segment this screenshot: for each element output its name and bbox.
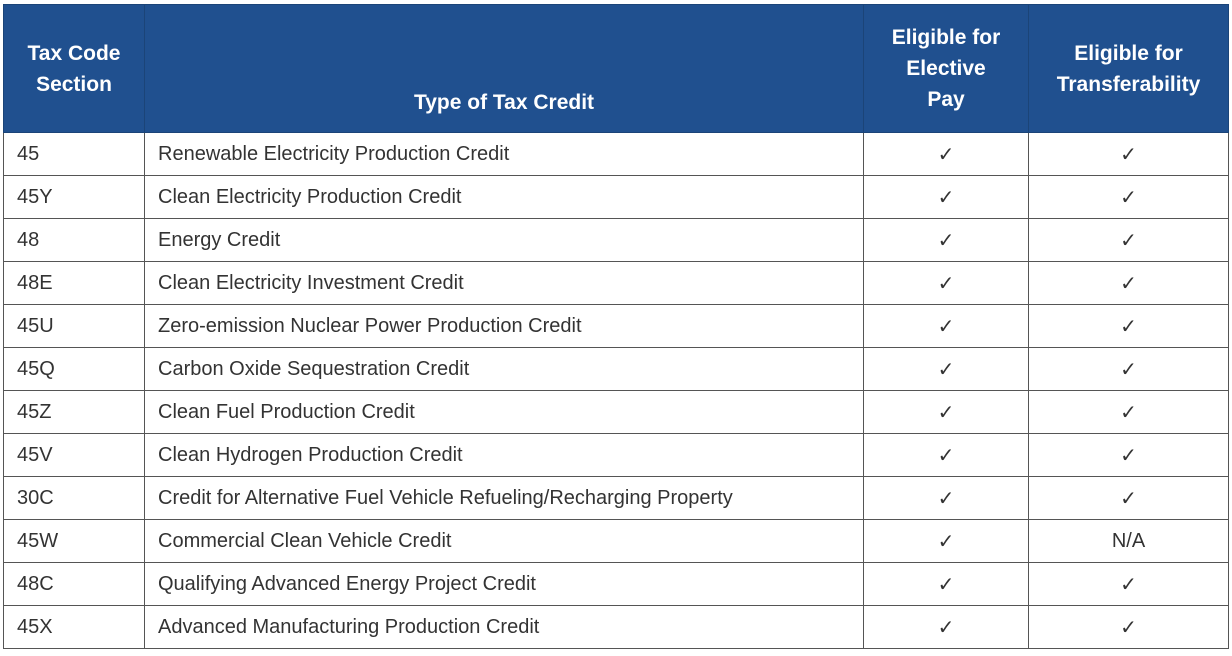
header-line: Type of Tax Credit: [413, 91, 595, 114]
transferability-cell: ✓: [1028, 433, 1229, 477]
elective-pay-cell: ✓: [863, 132, 1029, 176]
table-body: 45 Renewable Electricity Production Credi…: [3, 132, 1229, 649]
table-row: 48E Clean Electricity Investment Credit ✓ ✓: [3, 261, 1229, 305]
tax-code-cell: 48E: [3, 261, 145, 305]
header-line: Eligible for: [891, 26, 1001, 49]
tax-code-cell: 45Q: [3, 347, 145, 391]
elective-pay-cell: ✓: [863, 562, 1029, 606]
tax-code-cell: 48C: [3, 562, 145, 606]
credit-type-cell: Renewable Electricity Production Credit: [144, 132, 864, 176]
tax-code-cell: 45V: [3, 433, 145, 477]
tax-code-cell: 45X: [3, 605, 145, 649]
tax-credit-table-container: Tax Code Section Type of Tax Credit Elig…: [3, 4, 1229, 649]
tax-code-cell: 45Z: [3, 390, 145, 434]
table-row: 48 Energy Credit ✓ ✓: [3, 218, 1229, 262]
tax-code-cell: 30C: [3, 476, 145, 520]
elective-pay-cell: ✓: [863, 433, 1029, 477]
transferability-cell: ✓: [1028, 132, 1229, 176]
table-row: 45W Commercial Clean Vehicle Credit ✓ N/A: [3, 519, 1229, 563]
transferability-cell: ✓: [1028, 347, 1229, 391]
transferability-cell: ✓: [1028, 390, 1229, 434]
header-line: Eligible for: [1074, 41, 1183, 65]
elective-pay-cell: ✓: [863, 218, 1029, 262]
transferability-cell: N/A: [1028, 519, 1229, 563]
header-line: Transferability: [1056, 72, 1201, 96]
table-row: 45V Clean Hydrogen Production Credit ✓ ✓: [3, 433, 1229, 477]
table-row: 48C Qualifying Advanced Energy Project Cr…: [3, 562, 1229, 606]
elective-pay-cell: ✓: [863, 605, 1029, 649]
tax-code-cell: 45Y: [3, 175, 145, 219]
header-line: Pay: [927, 88, 965, 111]
table-row: 45Z Clean Fuel Production Credit ✓ ✓: [3, 390, 1229, 434]
credit-type-cell: Clean Electricity Investment Credit: [144, 261, 864, 305]
table-row: 45Y Clean Electricity Production Credit ✓ ✓: [3, 175, 1229, 219]
table-header: Tax Code Section Type of Tax Credit Elig…: [3, 4, 1229, 133]
header-row: Tax Code Section Type of Tax Credit Elig…: [3, 4, 1229, 133]
transferability-cell: ✓: [1028, 261, 1229, 305]
header-line: Section: [36, 72, 112, 96]
tax-code-cell: 45: [3, 132, 145, 176]
credit-type-cell: Clean Fuel Production Credit: [144, 390, 864, 434]
transferability-cell: ✓: [1028, 218, 1229, 262]
credit-type-cell: Zero-emission Nuclear Power Production C…: [144, 304, 864, 348]
header-eligible-transferability: Eligible for Transferability: [1028, 4, 1229, 133]
elective-pay-cell: ✓: [863, 304, 1029, 348]
elective-pay-cell: ✓: [863, 390, 1029, 434]
header-tax-code-section: Tax Code Section: [3, 4, 145, 133]
elective-pay-cell: ✓: [863, 476, 1029, 520]
credit-type-cell: Carbon Oxide Sequestration Credit: [144, 347, 864, 391]
elective-pay-cell: ✓: [863, 519, 1029, 563]
tax-code-cell: 48: [3, 218, 145, 262]
transferability-cell: ✓: [1028, 476, 1229, 520]
transferability-cell: ✓: [1028, 605, 1229, 649]
credit-type-cell: Commercial Clean Vehicle Credit: [144, 519, 864, 563]
tax-code-cell: 45W: [3, 519, 145, 563]
table-row: 45X Advanced Manufacturing Production Cre…: [3, 605, 1229, 649]
transferability-cell: ✓: [1028, 175, 1229, 219]
table-row: 45Q Carbon Oxide Sequestration Credit ✓ ✓: [3, 347, 1229, 391]
header-line: Tax Code: [27, 41, 121, 65]
transferability-cell: ✓: [1028, 304, 1229, 348]
credit-type-cell: Clean Electricity Production Credit: [144, 175, 864, 219]
elective-pay-cell: ✓: [863, 347, 1029, 391]
elective-pay-cell: ✓: [863, 261, 1029, 305]
transferability-cell: ✓: [1028, 562, 1229, 606]
header-type-of-tax-credit: Type of Tax Credit: [144, 4, 864, 133]
credit-type-cell: Advanced Manufacturing Production Credit: [144, 605, 864, 649]
credit-type-cell: Credit for Alternative Fuel Vehicle Refu…: [144, 476, 864, 520]
credit-type-cell: Qualifying Advanced Energy Project Credi…: [144, 562, 864, 606]
tax-code-cell: 45U: [3, 304, 145, 348]
credit-type-cell: Clean Hydrogen Production Credit: [144, 433, 864, 477]
elective-pay-cell: ✓: [863, 175, 1029, 219]
header-eligible-elective-pay: Eligible for Elective Pay: [863, 4, 1029, 133]
table-row: 45 Renewable Electricity Production Credi…: [3, 132, 1229, 176]
tax-credit-table: Tax Code Section Type of Tax Credit Elig…: [3, 4, 1229, 649]
table-row: 45U Zero-emission Nuclear Power Productio…: [3, 304, 1229, 348]
table-row: 30C Credit for Alternative Fuel Vehicle R…: [3, 476, 1229, 520]
header-line: Elective: [906, 57, 986, 80]
credit-type-cell: Energy Credit: [144, 218, 864, 262]
